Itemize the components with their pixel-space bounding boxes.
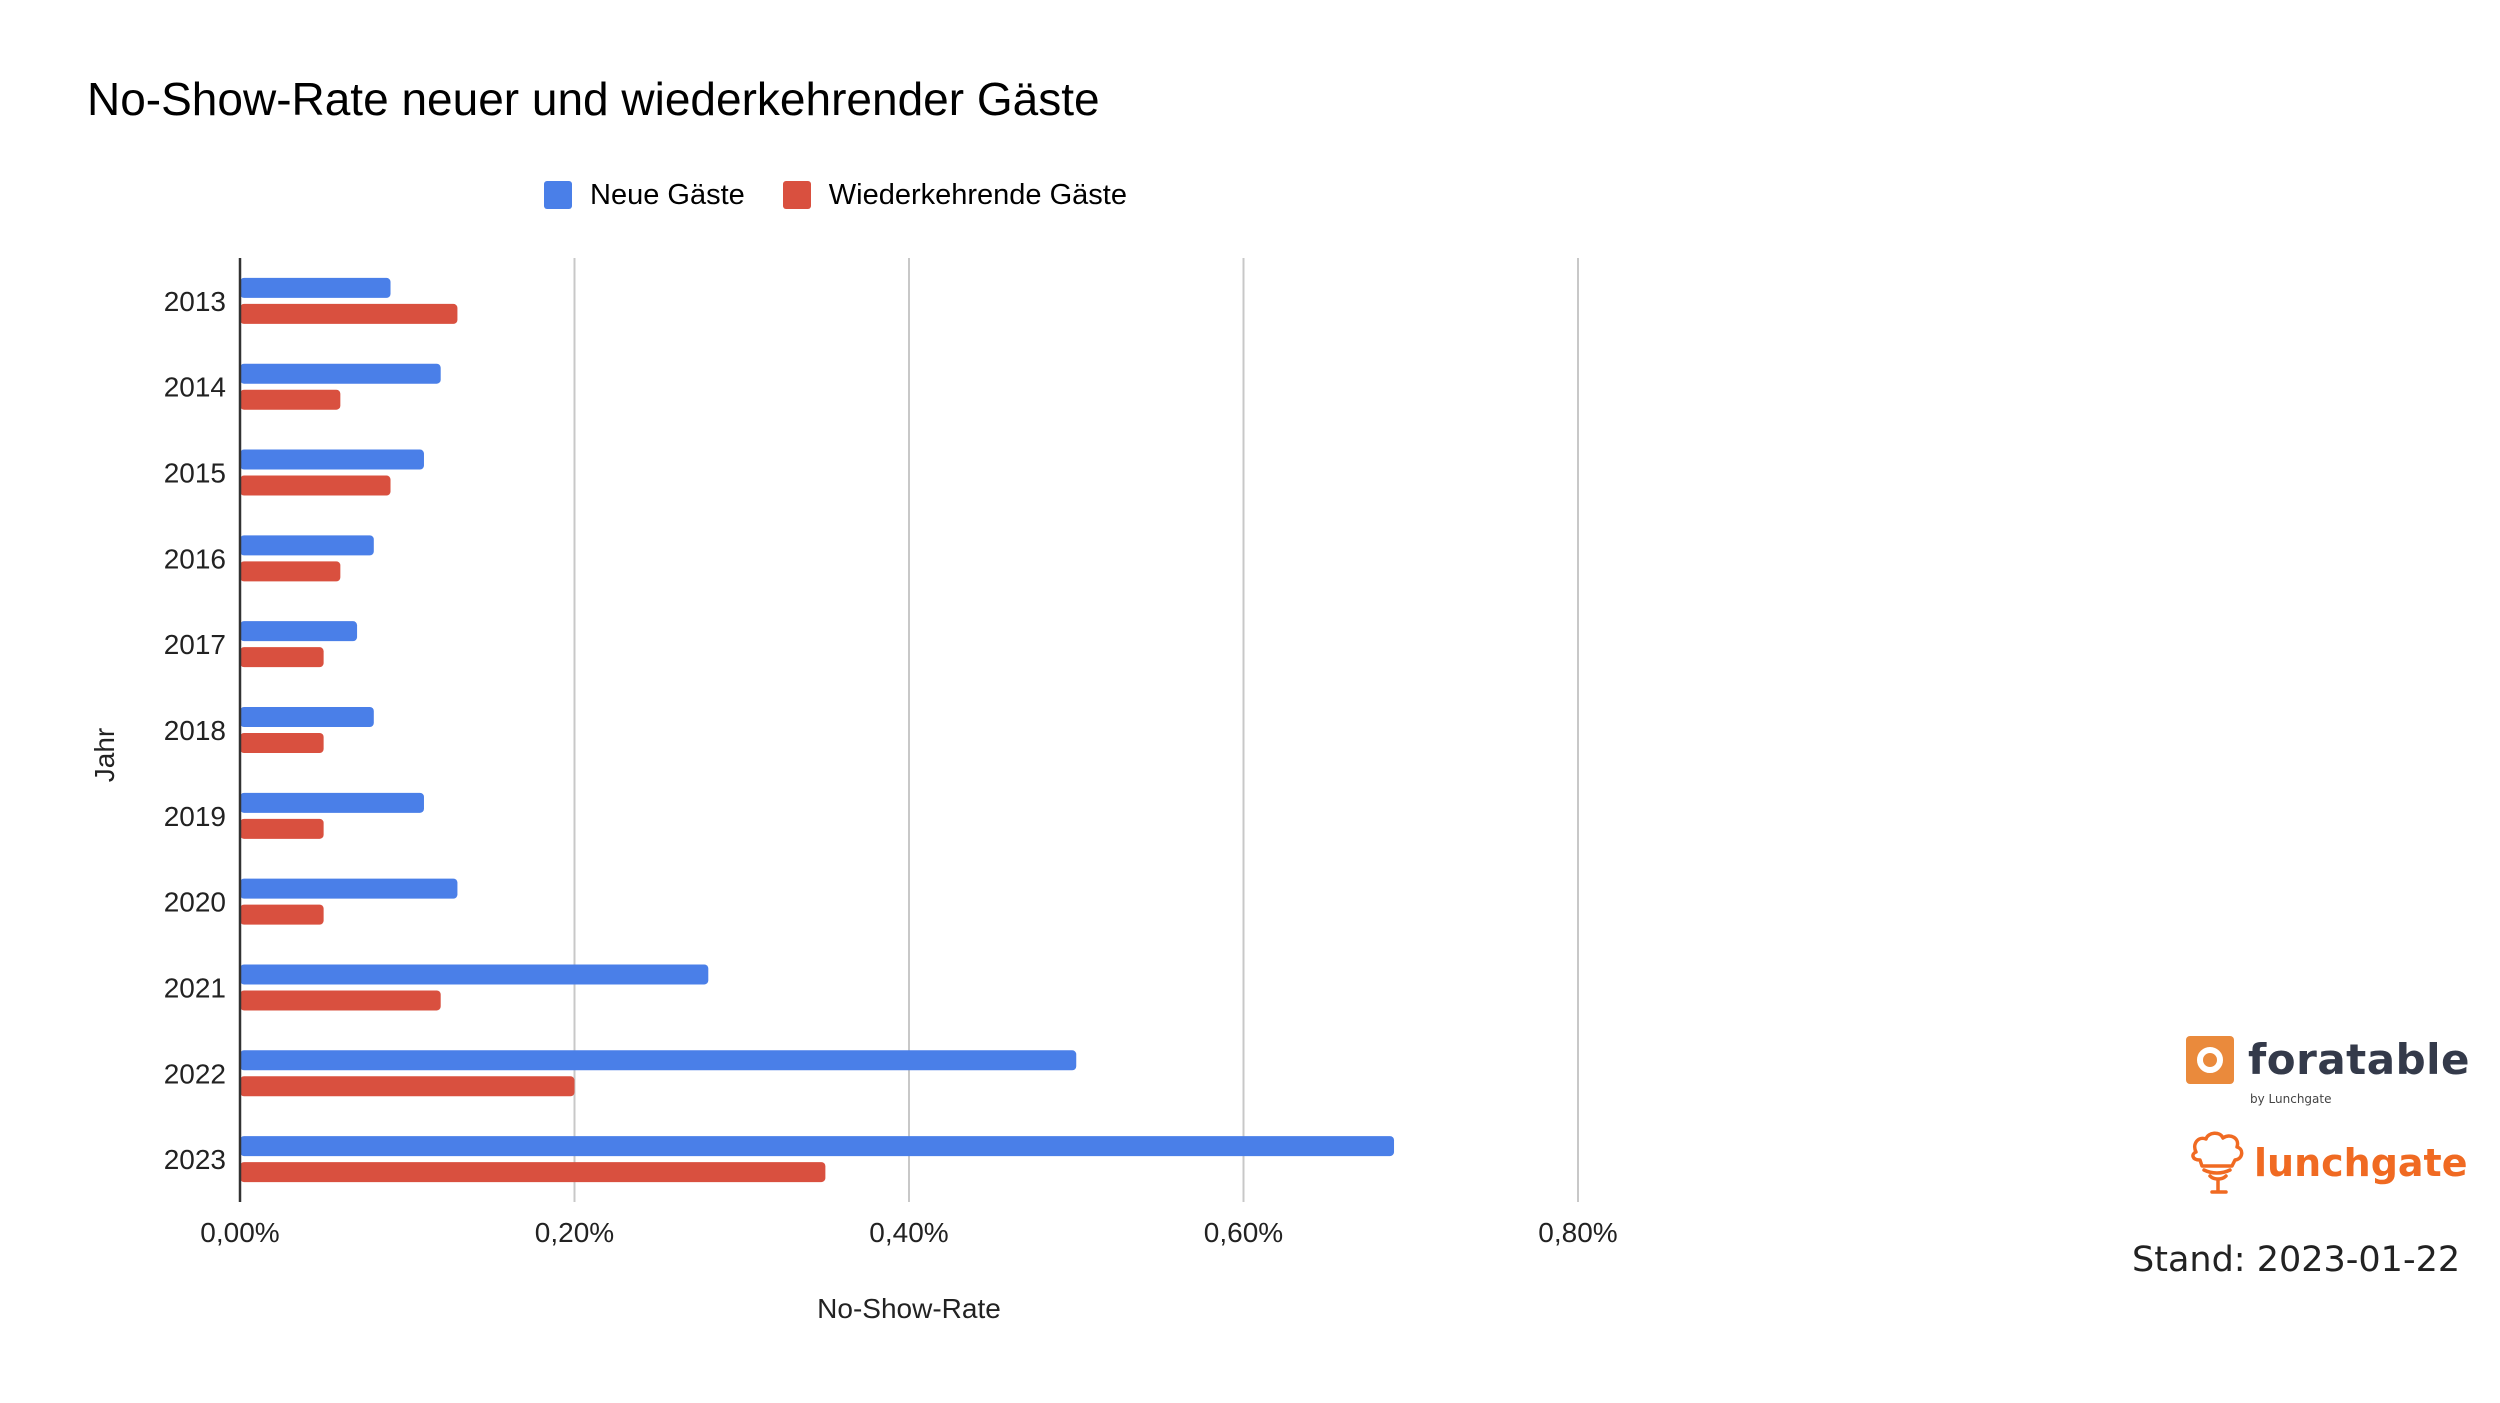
chart-title: No-Show-Rate neuer und wiederkehrender G… xyxy=(87,73,1100,125)
bar-wiederkehrende-gaeste xyxy=(240,990,441,1011)
axes: 0,00% 0,20% 0,40% 0,60% 0,80% 2013 2014 2015 201… xyxy=(164,258,1618,1248)
y-tick-label: 2016 xyxy=(164,543,226,574)
x-tick-label: 0,40% xyxy=(869,1217,948,1248)
x-axis-title: No-Show-Rate xyxy=(817,1293,1001,1324)
y-tick-label: 2013 xyxy=(164,286,226,317)
bar-wiederkehrende-gaeste xyxy=(240,475,391,496)
chef-hat-icon xyxy=(2191,1131,2244,1194)
legend-item-wiederkehrende-gaeste[interactable]: Wiederkehrende Gäste xyxy=(782,178,1127,212)
y-tick-label: 2023 xyxy=(164,1144,226,1175)
y-tick-label: 2022 xyxy=(164,1058,226,1089)
lunchgate-logo: lunchgate xyxy=(2188,1130,2468,1196)
foratable-byline: by Lunchgate xyxy=(2250,1092,2332,1106)
bar-neue-gaeste xyxy=(240,363,441,384)
x-tick-label: 0,20% xyxy=(535,1217,614,1248)
bar-wiederkehrende-gaeste xyxy=(240,1076,575,1097)
y-tick-label: 2015 xyxy=(164,458,226,489)
bar-neue-gaeste xyxy=(240,964,709,985)
y-tick-label: 2020 xyxy=(164,887,226,918)
lunchgate-wordmark: lunchgate xyxy=(2254,1141,2468,1185)
bars xyxy=(240,277,1395,1183)
bar-neue-gaeste xyxy=(240,1136,1395,1157)
bar-neue-gaeste xyxy=(240,878,458,899)
legend-swatch-wiederkehrende-gaeste xyxy=(782,181,811,209)
data-date-note: Stand: 2023-01-22 xyxy=(2132,1240,2461,1280)
bar-neue-gaeste xyxy=(240,792,424,813)
y-tick-label: 2014 xyxy=(164,372,226,403)
bar-neue-gaeste xyxy=(240,1050,1077,1071)
bar-neue-gaeste xyxy=(240,449,424,470)
legend-item-neue-gaeste[interactable]: Neue Gäste xyxy=(544,179,745,212)
x-tick-label: 0,00% xyxy=(200,1217,279,1248)
x-tick-label: 0,80% xyxy=(1538,1217,1617,1248)
y-tick-label: 2017 xyxy=(164,629,226,660)
bar-neue-gaeste xyxy=(240,277,391,298)
gridlines xyxy=(573,258,1579,1202)
y-tick-label: 2021 xyxy=(164,972,226,1003)
bar-wiederkehrende-gaeste xyxy=(240,389,341,410)
bar-neue-gaeste xyxy=(240,535,374,556)
bar-wiederkehrende-gaeste xyxy=(240,818,324,839)
foratable-mark-icon xyxy=(2186,1035,2234,1084)
bar-wiederkehrende-gaeste xyxy=(240,303,458,324)
legend: Neue Gäste Wiederkehrende Gäste xyxy=(544,175,1165,215)
legend-label-wiederkehrende-gaeste: Wiederkehrende Gäste xyxy=(828,178,1127,211)
legend-swatch-neue-gaeste xyxy=(544,181,572,209)
y-axis-title: Jahr xyxy=(89,728,120,782)
y-tick-label: 2018 xyxy=(164,715,226,746)
bar-wiederkehrende-gaeste xyxy=(240,1162,826,1183)
x-tick-label: 0,60% xyxy=(1204,1217,1283,1248)
bar-wiederkehrende-gaeste xyxy=(240,647,324,668)
legend-label-neue-gaeste: Neue Gäste xyxy=(590,178,745,211)
bar-neue-gaeste xyxy=(240,621,358,642)
bar-wiederkehrende-gaeste xyxy=(240,904,324,925)
foratable-logo: foratable xyxy=(2186,1035,2470,1084)
bar-neue-gaeste xyxy=(240,707,374,727)
y-tick-label: 2019 xyxy=(164,801,226,832)
foratable-wordmark: foratable xyxy=(2248,1035,2471,1084)
bar-wiederkehrende-gaeste xyxy=(240,733,324,753)
bar-wiederkehrende-gaeste xyxy=(240,561,341,582)
